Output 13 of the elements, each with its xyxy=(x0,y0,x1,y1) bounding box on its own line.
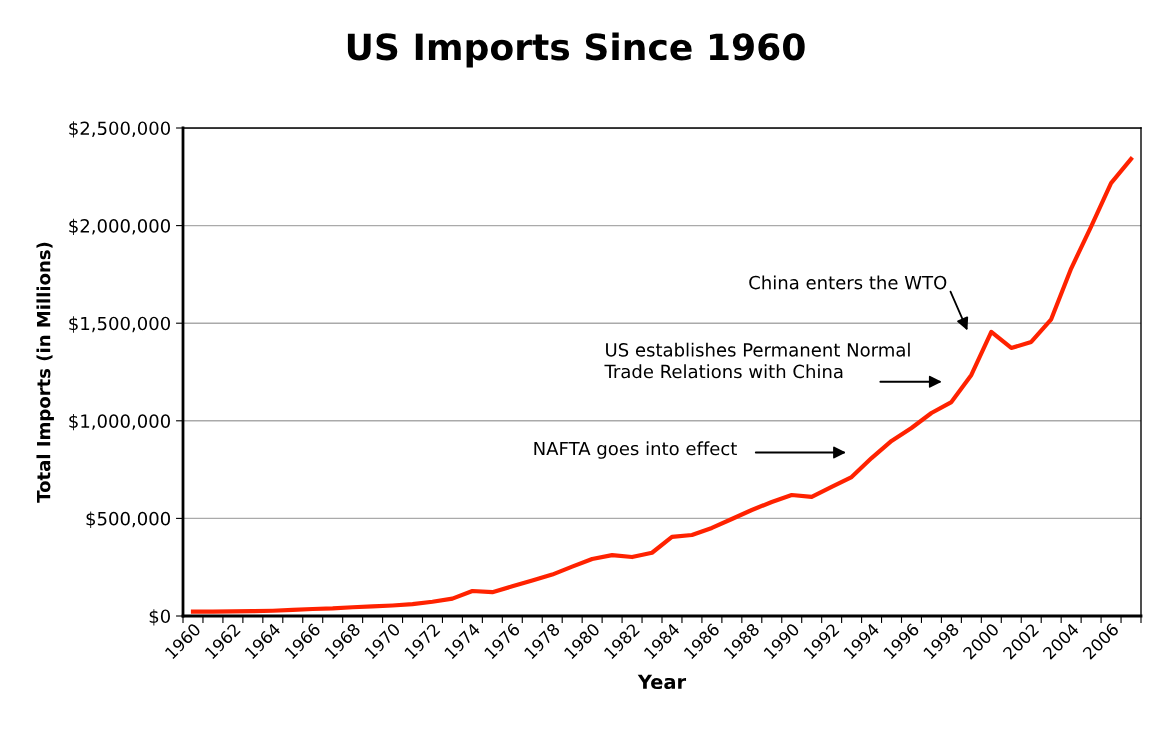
annotation: US establishes Permanent Normal Trade Relations with China xyxy=(604,342,910,379)
chart-title: US Imports Since 1960 xyxy=(347,32,805,68)
line-series xyxy=(190,156,1134,614)
y-tick-label: $2,500,000 xyxy=(69,121,170,138)
x-axis-title: Year xyxy=(637,674,687,690)
y-axis-title: Total Imports (in Millions) xyxy=(36,242,54,503)
y-tick-label: $1,500,000 xyxy=(69,316,170,333)
y-tick-label: $1,000,000 xyxy=(69,413,170,431)
annotation: China enters the WTO xyxy=(749,275,947,290)
y-tick-label: $0 xyxy=(149,609,170,626)
annotation: NAFTA goes into effect xyxy=(534,441,737,459)
y-tick-label: $500,000 xyxy=(86,511,170,528)
y-tick-label: $2,000,000 xyxy=(69,218,170,236)
